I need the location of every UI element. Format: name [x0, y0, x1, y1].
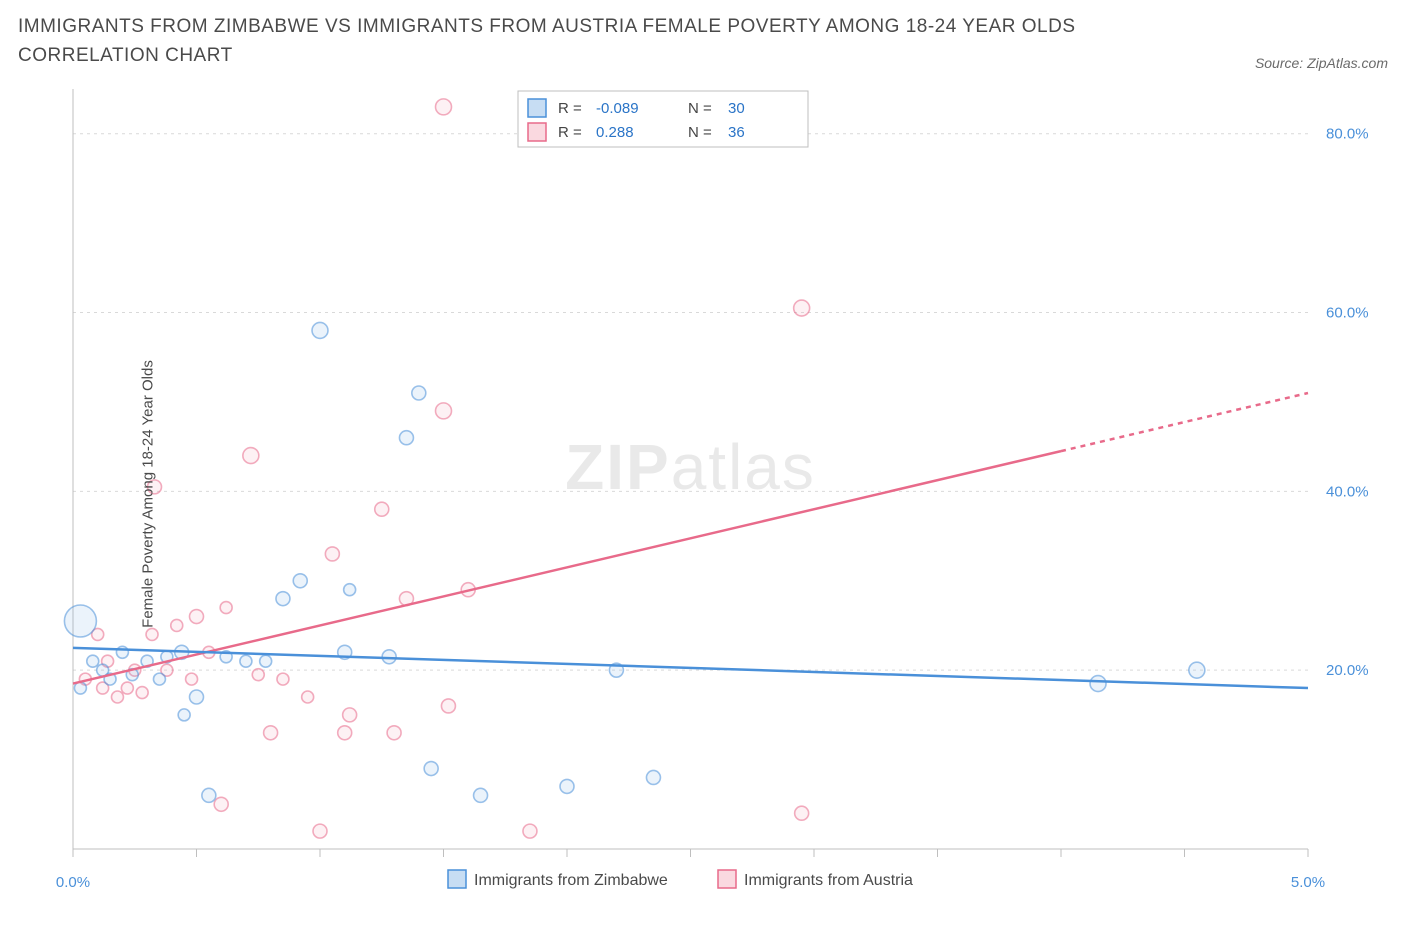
y-tick-label: 80.0% — [1326, 126, 1369, 143]
y-tick-label: 20.0% — [1326, 662, 1369, 679]
point-austria — [325, 547, 339, 561]
point-zimbabwe — [276, 592, 290, 606]
point-austria — [387, 726, 401, 740]
svg-text:Immigrants from Zimbabwe: Immigrants from Zimbabwe — [474, 872, 668, 889]
point-austria — [523, 824, 537, 838]
point-austria — [186, 673, 198, 685]
point-austria — [190, 609, 204, 623]
point-austria — [264, 726, 278, 740]
point-zimbabwe — [1090, 675, 1106, 691]
point-austria — [313, 824, 327, 838]
point-austria — [441, 699, 455, 713]
point-zimbabwe — [64, 605, 96, 637]
svg-text:N =: N = — [688, 100, 712, 117]
point-zimbabwe — [399, 431, 413, 445]
point-zimbabwe — [312, 322, 328, 338]
point-zimbabwe — [412, 386, 426, 400]
point-austria — [302, 691, 314, 703]
svg-text:N =: N = — [688, 124, 712, 141]
point-austria — [220, 601, 232, 613]
point-zimbabwe — [178, 709, 190, 721]
point-zimbabwe — [202, 788, 216, 802]
chart-title: IMMIGRANTS FROM ZIMBABWE VS IMMIGRANTS F… — [18, 12, 1118, 71]
trend-austria-extrap — [1061, 393, 1308, 451]
point-zimbabwe — [560, 779, 574, 793]
svg-text:36: 36 — [728, 124, 745, 141]
x-tick-label: 0.0% — [56, 874, 90, 891]
point-austria — [146, 628, 158, 640]
point-austria — [214, 797, 228, 811]
point-zimbabwe — [190, 690, 204, 704]
point-austria — [343, 708, 357, 722]
legend-series: Immigrants from Zimbabwe Immigrants from … — [448, 870, 913, 889]
svg-text:0.288: 0.288 — [596, 124, 634, 141]
point-austria — [243, 447, 259, 463]
point-austria — [375, 502, 389, 516]
point-zimbabwe — [240, 655, 252, 667]
point-zimbabwe — [1189, 662, 1205, 678]
point-austria — [171, 619, 183, 631]
point-austria — [277, 673, 289, 685]
point-zimbabwe — [260, 655, 272, 667]
point-zimbabwe — [474, 788, 488, 802]
point-zimbabwe — [87, 655, 99, 667]
scatter-plot: 20.0% 40.0% 60.0% 80.0% ZIPatlas 0.0% 5.0% R =-… — [18, 79, 1388, 909]
chart-container: Female Poverty Among 18-24 Year Olds 20.… — [18, 79, 1388, 909]
point-austria — [136, 686, 148, 698]
point-zimbabwe — [153, 673, 165, 685]
svg-text:30: 30 — [728, 100, 745, 117]
point-zimbabwe — [646, 770, 660, 784]
point-austria — [121, 682, 133, 694]
svg-text:Immigrants from Austria: Immigrants from Austria — [744, 872, 913, 889]
y-axis-label: Female Poverty Among 18-24 Year Olds — [139, 360, 156, 628]
y-tick-label: 60.0% — [1326, 304, 1369, 321]
point-zimbabwe — [293, 574, 307, 588]
y-tick-label: 40.0% — [1326, 483, 1369, 500]
svg-text:R =: R = — [558, 100, 582, 117]
point-austria — [795, 806, 809, 820]
svg-text:R =: R = — [558, 124, 582, 141]
point-austria — [436, 99, 452, 115]
point-austria — [338, 726, 352, 740]
source-label: Source: ZipAtlas.com — [1255, 55, 1388, 71]
point-zimbabwe — [424, 761, 438, 775]
point-zimbabwe — [344, 584, 356, 596]
legend-correlation: R = -0.089 N = 30 R = 0.288 N = 36 — [518, 91, 808, 147]
svg-text:-0.089: -0.089 — [596, 100, 639, 117]
point-austria — [252, 669, 264, 681]
x-tick-label: 5.0% — [1291, 874, 1325, 891]
point-austria — [111, 691, 123, 703]
point-austria — [794, 300, 810, 316]
watermark: ZIPatlas — [565, 431, 816, 503]
point-austria — [436, 403, 452, 419]
